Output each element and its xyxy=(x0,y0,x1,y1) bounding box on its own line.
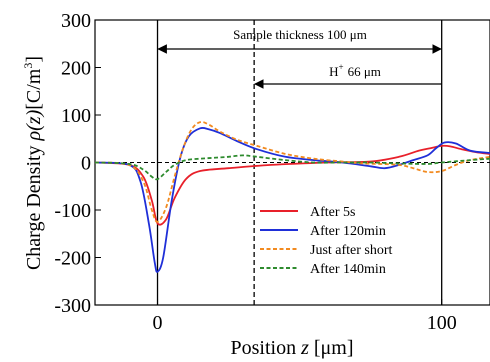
legend-entry: After 140min xyxy=(310,262,386,277)
series-line-3 xyxy=(94,121,490,223)
hplus-label: H+ 66 μm xyxy=(329,62,381,79)
series-line-2 xyxy=(94,126,490,273)
legend-entry: Just after short xyxy=(310,243,393,258)
legend: After 5s After 120min Just after short Afte… xyxy=(260,205,393,277)
x-axis-label: Position z [μm] xyxy=(231,337,354,359)
series-layer xyxy=(94,121,490,273)
axis-tick-labels: -300 -200 -100 0 100 200 300 0 100 xyxy=(54,10,456,334)
y-tick-label: 0 xyxy=(81,153,91,175)
series-line-4 xyxy=(94,154,490,181)
y-axis-label: Charge Density ρ(z)[C/m3] xyxy=(21,56,45,270)
legend-entry: After 120min xyxy=(310,224,386,239)
y-tick-label: -100 xyxy=(54,200,91,222)
y-tick-label: -200 xyxy=(54,248,91,270)
x-tick-label: 0 xyxy=(153,312,163,334)
y-tick-label: 100 xyxy=(61,105,91,127)
x-tick-label: 100 xyxy=(427,312,457,334)
series-line-1 xyxy=(94,144,490,226)
y-tick-label: 300 xyxy=(61,10,91,32)
y-tick-label: -300 xyxy=(54,295,91,317)
sample-thickness-label: Sample thickness 100 μm xyxy=(233,27,367,42)
legend-entry: After 5s xyxy=(310,205,356,220)
y-tick-label: 200 xyxy=(61,58,91,80)
